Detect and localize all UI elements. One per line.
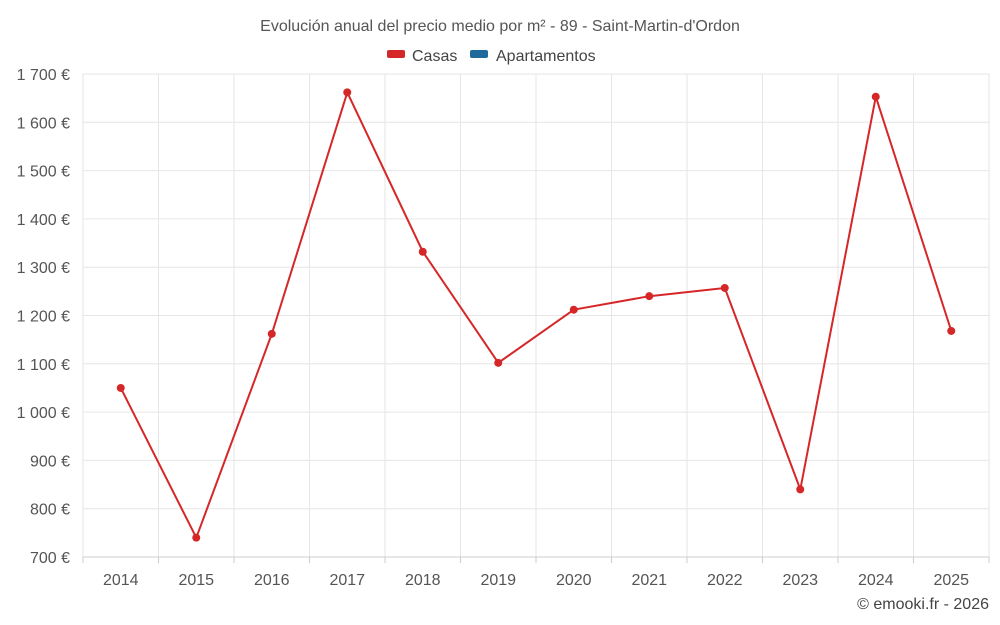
x-tick-label: 2024 — [858, 572, 894, 589]
data-point-casas[interactable] — [192, 533, 201, 542]
x-tick-label: 2025 — [933, 572, 969, 589]
y-tick-label: 700 € — [30, 550, 70, 567]
credit-text: © emooki.fr - 2026 — [857, 596, 989, 613]
data-point-casas[interactable] — [947, 326, 956, 335]
y-tick-label: 1 600 € — [17, 115, 70, 132]
y-tick-label: 900 € — [30, 453, 70, 470]
data-point-casas[interactable] — [267, 329, 276, 338]
x-tick-label: 2016 — [254, 572, 290, 589]
series-line-casas — [119, 91, 953, 539]
x-tick-label: 2022 — [707, 572, 743, 589]
y-tick-label: 1 200 € — [17, 309, 70, 326]
x-tick-label: 2020 — [556, 572, 592, 589]
y-tick-label: 1 100 € — [17, 357, 70, 374]
legend-item-apartamentos[interactable]: Apartamentos — [470, 48, 596, 65]
data-point-casas[interactable] — [796, 485, 805, 494]
legend-swatch-apartamentos — [470, 50, 488, 58]
data-point-casas[interactable] — [494, 358, 503, 367]
y-tick-label: 1 500 € — [17, 164, 70, 181]
x-tick-label: 2014 — [103, 572, 139, 589]
data-point-casas[interactable] — [720, 283, 729, 292]
legend-swatch-casas — [387, 50, 405, 58]
x-tick-label: 2019 — [480, 572, 516, 589]
data-point-casas[interactable] — [645, 292, 654, 301]
grid — [82, 73, 990, 558]
chart-title: Evolución anual del precio medio por m² … — [260, 18, 740, 35]
x-tick-label: 2021 — [631, 572, 667, 589]
y-axis: 700 € 800 € 900 € 1 000 € 1 100 € 1 200 € 1 30… — [17, 67, 70, 567]
y-tick-label: 1 400 € — [17, 212, 70, 229]
x-tick-label: 2018 — [405, 572, 441, 589]
legend-label-casas: Casas — [412, 48, 457, 65]
y-tick-label: 800 € — [30, 502, 70, 519]
series-casas — [116, 88, 956, 542]
y-tick-label: 1 300 € — [17, 260, 70, 277]
data-point-casas[interactable] — [569, 305, 578, 314]
x-tick-label: 2017 — [329, 572, 365, 589]
data-point-casas[interactable] — [343, 88, 352, 97]
legend-item-casas[interactable]: Casas — [387, 48, 457, 65]
y-tick-label: 1 000 € — [17, 405, 70, 422]
x-tick-label: 2015 — [178, 572, 214, 589]
data-point-casas[interactable] — [418, 247, 427, 256]
data-point-casas[interactable] — [871, 92, 880, 101]
legend: Casas Apartamentos — [387, 48, 596, 65]
legend-label-apartamentos: Apartamentos — [496, 48, 596, 65]
x-tick-label: 2023 — [782, 572, 818, 589]
y-tick-label: 1 700 € — [17, 67, 70, 84]
x-axis: 2014 2015 2016 2017 2018 2019 2020 2021 2022 2023… — [82, 556, 990, 589]
data-point-casas[interactable] — [116, 383, 125, 392]
